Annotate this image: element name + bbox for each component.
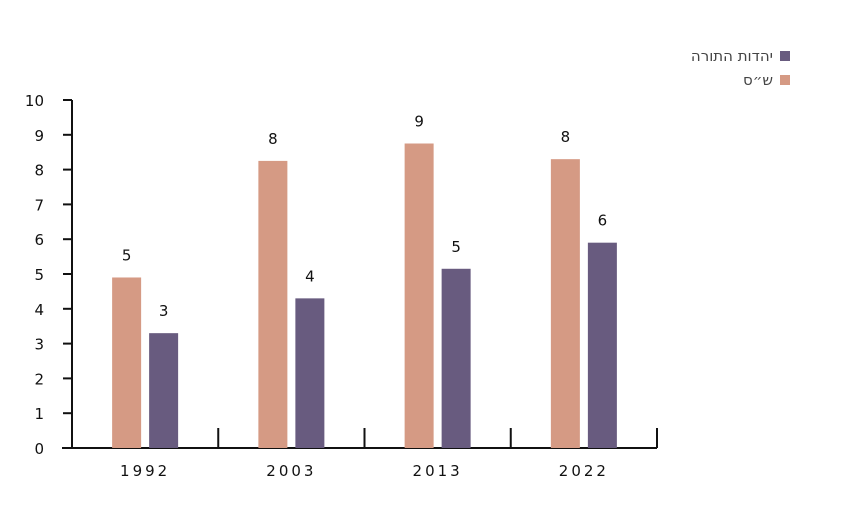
x-tick-label: 2013 bbox=[413, 462, 463, 480]
y-tick-label: 4 bbox=[34, 301, 44, 319]
y-tick-label: 8 bbox=[34, 162, 44, 180]
data-label: 8 bbox=[561, 128, 571, 146]
data-label: 8 bbox=[268, 130, 278, 148]
data-label: 6 bbox=[598, 212, 608, 230]
bar-shas-2022 bbox=[550, 159, 580, 448]
y-tick-label: 2 bbox=[34, 370, 44, 388]
bar-shas-2013 bbox=[404, 143, 434, 448]
x-tick-label: 1992 bbox=[120, 462, 170, 480]
legend-swatch-shas bbox=[780, 75, 790, 85]
legend-item-shas: ש״ס bbox=[691, 68, 790, 92]
bar-torah-judaism-2013 bbox=[441, 268, 471, 448]
bar-torah-judaism-1992 bbox=[149, 333, 179, 448]
legend-swatch-torah-judaism bbox=[780, 51, 790, 61]
legend-label-torah-judaism: יהדות התורה bbox=[690, 47, 773, 65]
y-tick-label: 10 bbox=[25, 92, 44, 110]
data-label: 3 bbox=[159, 302, 169, 320]
y-tick-label: 0 bbox=[34, 440, 44, 458]
bar-torah-judaism-2022 bbox=[587, 242, 617, 448]
y-tick-label: 6 bbox=[34, 231, 44, 249]
legend: יהדות התורה ש״ס bbox=[691, 44, 790, 92]
data-label: 4 bbox=[305, 267, 315, 285]
data-label: 9 bbox=[414, 113, 424, 131]
y-tick-label: 5 bbox=[34, 266, 44, 284]
legend-label-shas: ש״ס bbox=[742, 71, 773, 89]
bar-shas-1992 bbox=[112, 277, 142, 448]
data-label: 5 bbox=[122, 246, 132, 264]
x-tick-label: 2022 bbox=[559, 462, 609, 480]
bar-shas-2003 bbox=[258, 160, 288, 448]
x-tick-label: 2003 bbox=[266, 462, 316, 480]
legend-item-torah-judaism: יהדות התורה bbox=[691, 44, 790, 68]
y-tick-label: 3 bbox=[34, 336, 44, 354]
y-tick-label: 1 bbox=[34, 405, 44, 423]
data-label: 5 bbox=[451, 238, 461, 256]
y-tick-label: 9 bbox=[34, 127, 44, 145]
bar-torah-judaism-2003 bbox=[295, 298, 325, 448]
y-tick-label: 7 bbox=[34, 196, 44, 214]
